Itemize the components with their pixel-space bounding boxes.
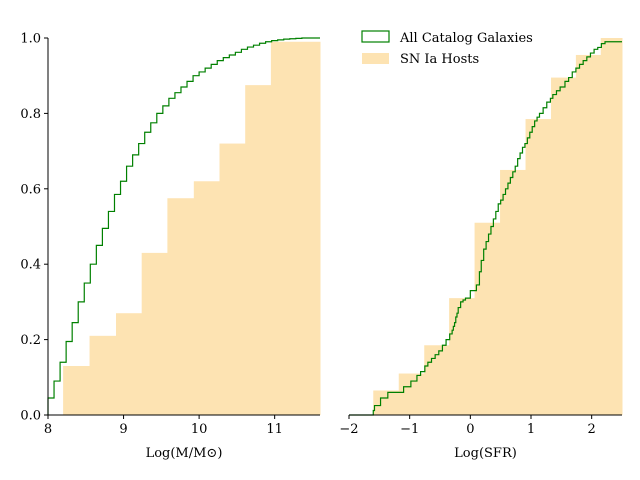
sfr-x-tick-label: 1: [527, 422, 535, 437]
mass-sn-host-bar: [89, 335, 117, 415]
mass-x-tick-label: 11: [266, 422, 283, 437]
mass-panel: 8 9 10 11 0.0 0.2 0.4 0.6 0.8 1.0 Log(M/M⊙): [20, 32, 321, 461]
mass-y-tick-label: 0.8: [20, 107, 41, 122]
legend-label-all-catalog-galaxies: All Catalog Galaxies: [399, 31, 533, 46]
sfr-x-axis-label: Log(SFR): [454, 446, 517, 461]
mass-y-tick-label: 0.0: [20, 409, 41, 424]
sfr-sn-host-bar: [424, 345, 450, 415]
mass-sn-host-bar: [141, 252, 168, 415]
sfr-x-tick-label: −2: [339, 422, 358, 437]
mass-sn-host-bar: [193, 181, 221, 415]
sfr-sn-host-bar: [575, 54, 602, 416]
sfr-sn-host-bar: [398, 373, 425, 415]
sfr-x-tick-label: 2: [588, 422, 596, 437]
sfr-sn-host-bar: [600, 38, 623, 415]
sfr-sn-host-bar: [500, 169, 527, 415]
sfr-panel: −2 −1 0 1 2 Log(SFR): [339, 38, 623, 461]
mass-sn-host-bar: [270, 41, 321, 416]
sfr-x-tick-label: −1: [400, 422, 419, 437]
mass-x-axis-label: Log(M/M⊙): [146, 446, 223, 461]
mass-sn-host-bar: [116, 313, 143, 415]
legend-swatch-all-catalog-galaxies: [361, 30, 390, 43]
sfr-x-tick-label: 0: [466, 422, 474, 437]
mass-y-tick-label: 1.0: [20, 32, 41, 47]
sfr-sn-host-bar: [551, 77, 577, 416]
mass-catalog-cdf-line: [47, 37, 320, 415]
mass-y-tick-label: 0.4: [20, 258, 41, 273]
sfr-sn-host-bar: [449, 298, 476, 415]
mass-sn-host-bar: [63, 365, 91, 415]
mass-x-tick-label: 10: [191, 422, 208, 437]
legend: All Catalog Galaxies SN Ia Hosts: [361, 30, 533, 67]
sfr-sn-host-bar: [525, 119, 552, 416]
legend-label-sn-ia-hosts: SN Ia Hosts: [400, 52, 479, 67]
sfr-catalog-cdf-line: [349, 41, 622, 416]
mass-sn-host-bar: [219, 143, 246, 415]
mass-y-tick-label: 0.2: [20, 333, 41, 348]
mass-y-tick-label: 0.6: [20, 182, 41, 197]
mass-sn-host-bar: [245, 85, 272, 415]
mass-x-tick-label: 9: [119, 422, 127, 437]
sfr-sn-host-bar: [373, 390, 400, 415]
mass-x-tick-label: 8: [44, 422, 52, 437]
sfr-sn-host-bar: [474, 222, 501, 415]
mass-sn-host-bar: [167, 198, 195, 415]
legend-swatch-sn-ia-hosts: [362, 53, 389, 64]
